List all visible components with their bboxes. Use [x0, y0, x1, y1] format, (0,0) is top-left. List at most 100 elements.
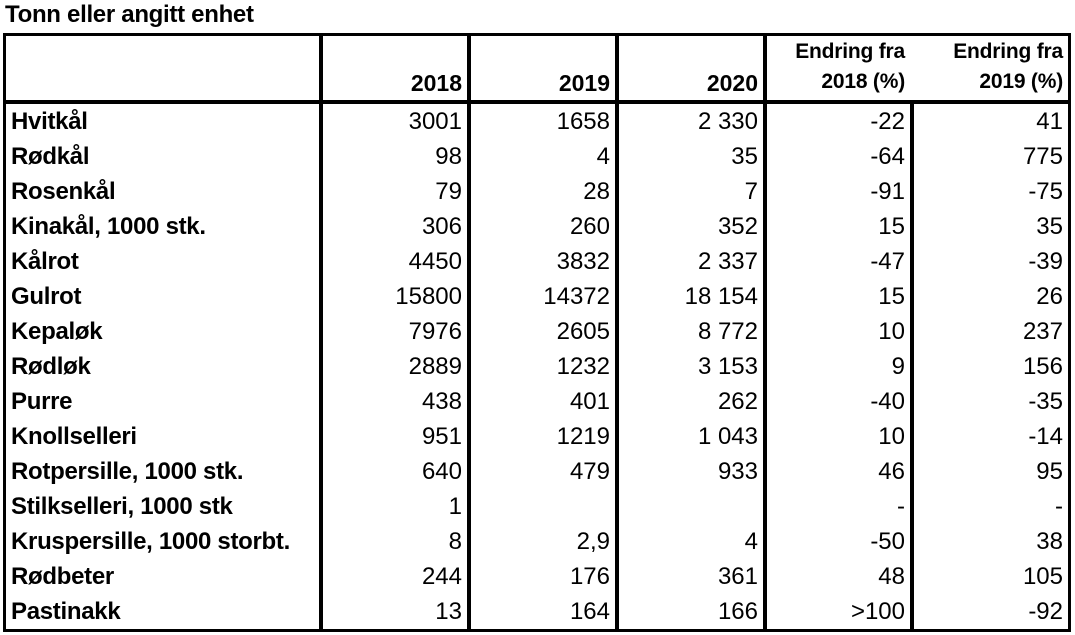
cell-2018: 1	[319, 489, 467, 524]
cell-2018: 79	[319, 174, 467, 209]
col-header-change-2019: Endring fra 2019 (%)	[910, 36, 1068, 104]
col-header-2020: 2020	[615, 36, 763, 104]
row-label: Rosenkål	[11, 177, 116, 205]
cell-2018: 3001	[319, 104, 467, 139]
cell-2020: 8 772	[615, 314, 763, 349]
table-row-rodlok: Rødløk 2889 1232 3 153 9 156	[6, 349, 1068, 384]
table-header-row: 2018 2019 2020 Endring fra 2018 (%) Endr…	[6, 36, 1068, 104]
row-label: Gulrot	[11, 282, 82, 310]
table-row-pastinakk: Pastinakk 13 164 166 >100 -92	[6, 594, 1068, 629]
cell-2019: 1658	[467, 104, 615, 139]
cell-2019: 28	[467, 174, 615, 209]
col-header-2019: 2019	[467, 36, 615, 104]
table-row-kalrot: Kålrot 4450 3832 2 337 -47 -39	[6, 244, 1068, 279]
cell-change-2019: -92	[910, 594, 1068, 629]
cell-2019	[467, 489, 615, 524]
row-label: Kinakål, 1000 stk.	[11, 212, 206, 240]
row-label: Kepaløk	[11, 317, 103, 345]
cell-change-2018: 10	[763, 314, 910, 349]
cell-2019: 2605	[467, 314, 615, 349]
cell-change-2019: 41	[910, 104, 1068, 139]
cell-change-2018: -91	[763, 174, 910, 209]
cell-2018: 438	[319, 384, 467, 419]
row-label: Stilkselleri, 1000 stk	[11, 492, 233, 520]
cell-2018: 2889	[319, 349, 467, 384]
cell-2019: 164	[467, 594, 615, 629]
table-row-rodkal: Rødkål 98 4 35 -64 775	[6, 139, 1068, 174]
cell-2020: 166	[615, 594, 763, 629]
cell-2020: 4	[615, 524, 763, 559]
table-row-purre: Purre 438 401 262 -40 -35	[6, 384, 1068, 419]
data-table: 2018 2019 2020 Endring fra 2018 (%) Endr…	[3, 33, 1071, 632]
table-row-kepalok: Kepaløk 7976 2605 8 772 10 237	[6, 314, 1068, 349]
cell-2020: 2 337	[615, 244, 763, 279]
row-label: Rødløk	[11, 352, 91, 380]
table-row-rodbeter: Rødbeter 244 176 361 48 105	[6, 559, 1068, 594]
cell-2019: 1232	[467, 349, 615, 384]
cell-2020: 18 154	[615, 279, 763, 314]
cell-2018: 951	[319, 419, 467, 454]
row-label: Rødkål	[11, 142, 90, 170]
cell-2020	[615, 489, 763, 524]
cell-2019: 176	[467, 559, 615, 594]
cell-2018: 15800	[319, 279, 467, 314]
row-label: Pastinakk	[11, 597, 121, 625]
col-header-change-2019-line1: Endring fra	[953, 40, 1063, 63]
row-label: Rotpersille, 1000 stk.	[11, 457, 244, 485]
col-header-change-2018-line1: Endring fra	[795, 40, 905, 63]
cell-change-2019: 156	[910, 349, 1068, 384]
cell-2019: 4	[467, 139, 615, 174]
col-header-2018: 2018	[319, 36, 467, 104]
row-label: Kruspersille, 1000 storbt.	[11, 527, 290, 555]
row-label: Purre	[11, 387, 73, 415]
cell-2018: 640	[319, 454, 467, 489]
cell-2019: 2,9	[467, 524, 615, 559]
col-header-change-2019-line2: 2019 (%)	[979, 70, 1063, 93]
cell-change-2019: 105	[910, 559, 1068, 594]
cell-2020: 35	[615, 139, 763, 174]
col-header-empty	[6, 36, 319, 104]
row-label: Rødbeter	[11, 562, 114, 590]
table-row-stilkselleri: Stilkselleri, 1000 stk 1 - -	[6, 489, 1068, 524]
cell-change-2018: 15	[763, 279, 910, 314]
cell-2020: 7	[615, 174, 763, 209]
table-row-rotpersille: Rotpersille, 1000 stk. 640 479 933 46 95	[6, 454, 1068, 489]
cell-2020: 352	[615, 209, 763, 244]
table-row-kinakal: Kinakål, 1000 stk. 306 260 352 15 35	[6, 209, 1068, 244]
cell-2018: 4450	[319, 244, 467, 279]
cell-change-2019: 237	[910, 314, 1068, 349]
cell-2020: 3 153	[615, 349, 763, 384]
cell-2018: 7976	[319, 314, 467, 349]
cell-change-2018: >100	[763, 594, 910, 629]
cell-2018: 13	[319, 594, 467, 629]
row-label: Knollselleri	[11, 422, 137, 450]
cell-2020: 2 330	[615, 104, 763, 139]
cell-2019: 401	[467, 384, 615, 419]
cell-2018: 98	[319, 139, 467, 174]
cell-2018: 8	[319, 524, 467, 559]
row-label: Hvitkål	[11, 107, 88, 135]
cell-change-2018: -	[763, 489, 910, 524]
cell-2018: 306	[319, 209, 467, 244]
col-header-change-2018-line2: 2018 (%)	[821, 70, 905, 93]
cell-change-2019: -39	[910, 244, 1068, 279]
cell-change-2018: -22	[763, 104, 910, 139]
cell-2020: 262	[615, 384, 763, 419]
cell-2019: 3832	[467, 244, 615, 279]
cell-2019: 479	[467, 454, 615, 489]
table-row-kruspersille: Kruspersille, 1000 storbt. 8 2,9 4 -50 3…	[6, 524, 1068, 559]
cell-change-2018: -64	[763, 139, 910, 174]
cell-change-2019: 38	[910, 524, 1068, 559]
cell-change-2018: 48	[763, 559, 910, 594]
cell-change-2018: -47	[763, 244, 910, 279]
cell-2019: 260	[467, 209, 615, 244]
cell-change-2018: 9	[763, 349, 910, 384]
cell-2019: 14372	[467, 279, 615, 314]
cell-2019: 1219	[467, 419, 615, 454]
table-row-knollselleri: Knollselleri 951 1219 1 043 10 -14	[6, 419, 1068, 454]
cell-change-2018: -40	[763, 384, 910, 419]
row-label: Kålrot	[11, 247, 79, 275]
table-row-gulrot: Gulrot 15800 14372 18 154 15 26	[6, 279, 1068, 314]
cell-change-2019: -35	[910, 384, 1068, 419]
cell-change-2019: 95	[910, 454, 1068, 489]
